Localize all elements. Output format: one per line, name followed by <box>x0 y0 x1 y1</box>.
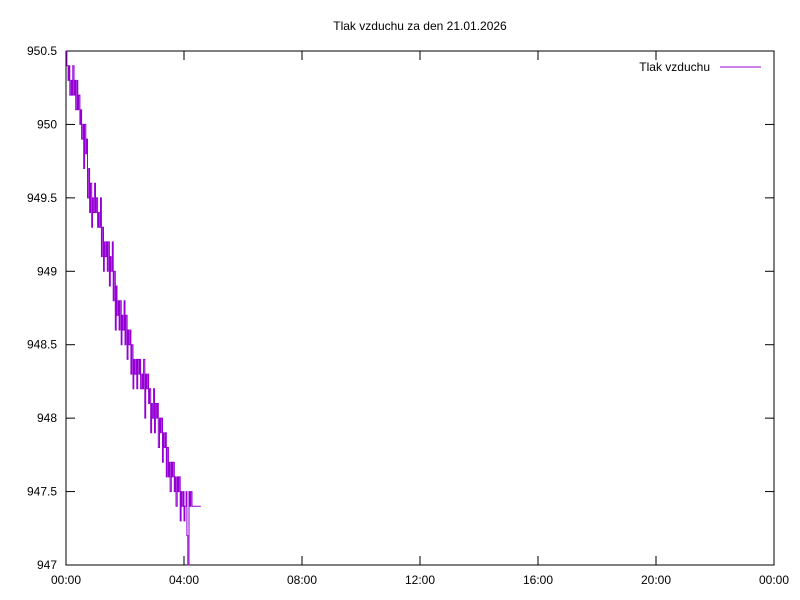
axis-ticks <box>65 50 775 566</box>
x-tick-label: 08:00 <box>287 573 317 587</box>
x-tick-label: 20:00 <box>641 573 671 587</box>
x-tick-label: 00:00 <box>759 573 789 587</box>
legend: Tlak vzduchu <box>639 60 761 74</box>
y-tick-label: 948.5 <box>27 338 57 352</box>
legend-label: Tlak vzduchu <box>639 60 710 74</box>
y-tick-label: 949.5 <box>27 191 57 205</box>
y-tick-label: 947 <box>37 558 57 572</box>
x-tick-label: 12:00 <box>405 573 435 587</box>
y-tick-label: 949 <box>37 264 57 278</box>
x-tick-label: 16:00 <box>523 573 553 587</box>
plot-frame <box>65 50 775 566</box>
y-tick-label: 950.5 <box>27 44 57 58</box>
series-line-tlak-vzduchu <box>66 50 201 566</box>
y-tick-label: 947.5 <box>27 485 57 499</box>
x-tick-label: 00:00 <box>51 573 81 587</box>
y-tick-label: 948 <box>37 411 57 425</box>
y-tick-label: 950 <box>37 117 57 131</box>
chart-title: Tlak vzduchu za den 21.01.2026 <box>333 19 507 33</box>
x-tick-label: 04:00 <box>169 573 199 587</box>
tick-labels: 947 947.5 948 948.5 949 949.5 950 950.5 00:00 04:… <box>27 44 789 587</box>
